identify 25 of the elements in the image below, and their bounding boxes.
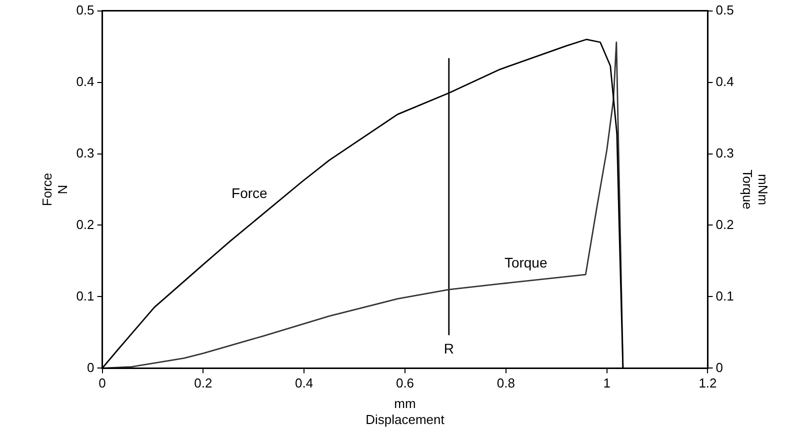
y2-tick-label: 0.3 [716, 145, 734, 160]
x-tick-label: 0.2 [194, 376, 212, 391]
y2-tick-label: 0.2 [716, 216, 734, 232]
y-tick-label: 0.2 [76, 216, 94, 232]
y-axis-title: Force N [39, 172, 70, 206]
y-tick-label: 0.4 [76, 74, 94, 89]
y-tick-label: 0.5 [76, 2, 94, 18]
y2-axis-title: mNm Torque [740, 170, 771, 210]
y-tick-label: 0.1 [76, 288, 94, 304]
x-tick-label: 0 [98, 376, 106, 391]
x-tick-label: 0.8 [496, 376, 515, 391]
x-axis-title: mm Displacement [366, 396, 445, 427]
x-tick-label: 1 [603, 376, 610, 391]
series-label: R [444, 340, 454, 356]
y2-tick-label: 0.4 [716, 74, 734, 89]
y2-tick-label: 0.5 [716, 2, 734, 18]
series-label: Force [232, 184, 268, 201]
series-label: Torque [504, 254, 548, 271]
x-tick-label: 0.4 [295, 376, 314, 391]
x-tick-label: 0.6 [396, 376, 414, 391]
x-tick-label: 1.2 [698, 376, 717, 391]
y2-tick-label: 0.1 [716, 288, 734, 304]
y-tick-label: 0.3 [76, 145, 94, 160]
y-tick-label: 0 [87, 360, 94, 375]
y2-tick-label: 0 [716, 360, 723, 375]
